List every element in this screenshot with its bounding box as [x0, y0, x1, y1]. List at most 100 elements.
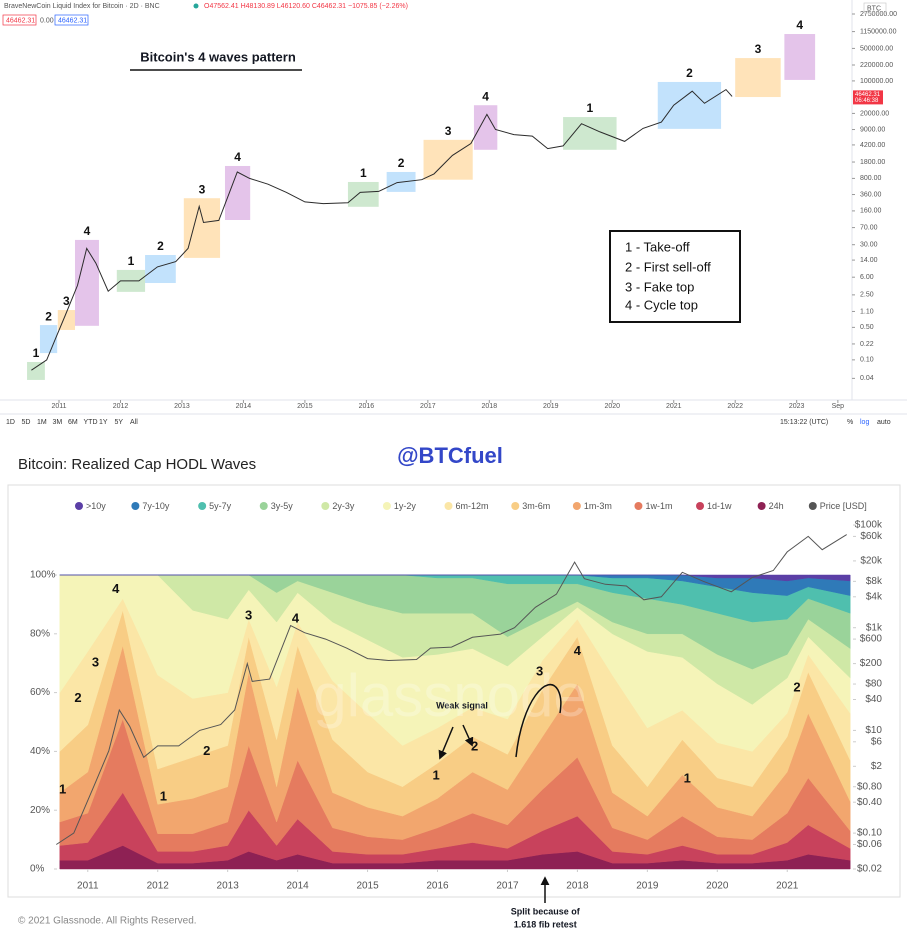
- y2-tick-label: $0.80: [857, 781, 882, 792]
- y-tick-label: 160.00: [860, 208, 882, 215]
- y2-tick-label: $100k: [855, 520, 883, 531]
- x-tick-label: Sep: [832, 403, 845, 410]
- legend-label[interactable]: 1m-3m: [584, 501, 612, 511]
- legend-box: [609, 230, 741, 323]
- legend-swatch[interactable]: [75, 502, 83, 510]
- wave-label: 2: [45, 309, 52, 323]
- legend-label[interactable]: >10y: [86, 501, 106, 511]
- x-tick-label: 2011: [51, 403, 66, 410]
- range-button[interactable]: 5D: [22, 419, 31, 426]
- wave-label: 4: [84, 224, 91, 238]
- wave-label: 1: [160, 788, 167, 803]
- range-button[interactable]: 6M: [68, 419, 78, 426]
- range-button[interactable]: 1D: [6, 419, 15, 426]
- legend-swatch[interactable]: [696, 502, 705, 510]
- legend-swatch[interactable]: [572, 502, 581, 510]
- x-tick-label: 2020: [706, 881, 729, 892]
- y-tick-label: 0.50: [860, 324, 874, 331]
- y-tick-label: 0%: [30, 864, 45, 875]
- legend-label[interactable]: 2y-3y: [332, 501, 355, 511]
- wave-label: 2: [793, 679, 800, 694]
- legend-label[interactable]: 6m-12m: [456, 501, 489, 511]
- author-handle: @BTCfuel: [397, 443, 503, 468]
- legend-label[interactable]: 3m-6m: [522, 501, 550, 511]
- y2-tick-label: $60k: [860, 531, 883, 542]
- y2-tick-label: $4k: [866, 591, 883, 602]
- range-button[interactable]: 5Y: [115, 419, 124, 426]
- legend-label[interactable]: 3y-5y: [271, 501, 294, 511]
- x-tick-label: 2022: [727, 403, 743, 410]
- x-tick-label: 2014: [236, 403, 252, 410]
- legend-swatch[interactable]: [259, 502, 268, 510]
- wave-label: 3: [92, 655, 99, 670]
- legend-label[interactable]: 1y-2y: [394, 501, 417, 511]
- wave-label: 1: [684, 770, 691, 785]
- range-button[interactable]: 3M: [53, 419, 63, 426]
- box: [2, 14, 37, 26]
- split-note: 1.618 fib retest: [514, 919, 577, 929]
- arrow: [438, 726, 454, 760]
- y-tick-label: 360.00: [860, 191, 882, 198]
- wave-label: 1: [128, 254, 135, 268]
- y-tick-label: 0.22: [860, 341, 874, 348]
- auto-toggle[interactable]: auto: [877, 419, 891, 426]
- legend-swatch[interactable]: [808, 502, 817, 510]
- hodl-chart: 0% 20% 40% 60% 80% 100% $100k$60k $20k $8k $4k $1k…: [30, 501, 883, 892]
- clock: 15:13:22 (UTC): [780, 419, 828, 426]
- legend-label[interactable]: 7y-10y: [142, 501, 170, 511]
- legend-label[interactable]: Price [USD]: [820, 501, 867, 511]
- last-price: 46462.31: [855, 92, 881, 98]
- wave-box: [473, 105, 498, 150]
- copyright: © 2021 Glassnode. All Rights Reserved.: [18, 916, 197, 927]
- watermark: glassnode: [313, 662, 587, 729]
- y-tick-label: 1150000.00: [860, 28, 897, 35]
- currency-selector[interactable]: [863, 2, 887, 14]
- x-tick-label: 2017: [496, 881, 519, 892]
- y2-tick-label: $20k: [860, 556, 883, 567]
- range-button[interactable]: All: [130, 419, 138, 426]
- currency[interactable]: BTC: [867, 5, 881, 12]
- legend-label[interactable]: 5y-7y: [209, 501, 232, 511]
- legend-swatch[interactable]: [634, 502, 643, 510]
- legend-swatch[interactable]: [198, 502, 207, 510]
- y-tick-label: 2750000.00: [860, 11, 897, 18]
- legend-swatch[interactable]: [131, 502, 140, 510]
- wave-label: 1: [59, 781, 66, 796]
- x-tick-label: 2015: [297, 403, 313, 410]
- y2-tick-label: $0.02: [857, 864, 882, 875]
- x-tick-label: 2016: [359, 403, 375, 410]
- range-button[interactable]: 1Y: [99, 419, 108, 426]
- range-button[interactable]: YTD: [84, 419, 98, 426]
- x-tick-label: 2023: [789, 403, 805, 410]
- wave-box: [183, 198, 221, 258]
- legend-swatch[interactable]: [382, 502, 391, 510]
- y2-tick-label: $10: [865, 725, 882, 736]
- legend-swatch[interactable]: [511, 502, 520, 510]
- log-toggle[interactable]: log: [860, 419, 869, 426]
- legend-swatch[interactable]: [444, 502, 453, 510]
- wave-label: 3: [63, 294, 70, 308]
- percent-toggle[interactable]: %: [847, 419, 853, 426]
- x-tick-label: 2011: [77, 881, 99, 892]
- y-tick-label: 80%: [30, 628, 50, 639]
- last-price-tag: [853, 90, 883, 105]
- legend-swatch[interactable]: [757, 502, 766, 510]
- legend-label[interactable]: 1w-1m: [645, 501, 672, 511]
- y-tick-label: 220000.00: [860, 62, 893, 69]
- x-tick-label: 2019: [636, 881, 659, 892]
- range-button[interactable]: 1M: [37, 419, 47, 426]
- legend-label[interactable]: 1d-1w: [707, 501, 732, 511]
- wave-label: 2: [686, 66, 693, 80]
- y-tick-label: 20000.00: [860, 110, 889, 117]
- legend-swatch[interactable]: [321, 502, 330, 510]
- wave-label: 3: [245, 608, 252, 623]
- wave-label: 3: [536, 663, 543, 678]
- wave-label: 4: [574, 643, 582, 658]
- legend-label[interactable]: 24h: [769, 501, 784, 511]
- legend-item: 4 - Cycle top: [625, 297, 698, 312]
- status-dot: [193, 3, 199, 9]
- annotation-title: Bitcoin's 4 waves pattern: [140, 49, 296, 64]
- wave-box: [57, 310, 75, 330]
- y2-tick-label: $2: [871, 761, 883, 772]
